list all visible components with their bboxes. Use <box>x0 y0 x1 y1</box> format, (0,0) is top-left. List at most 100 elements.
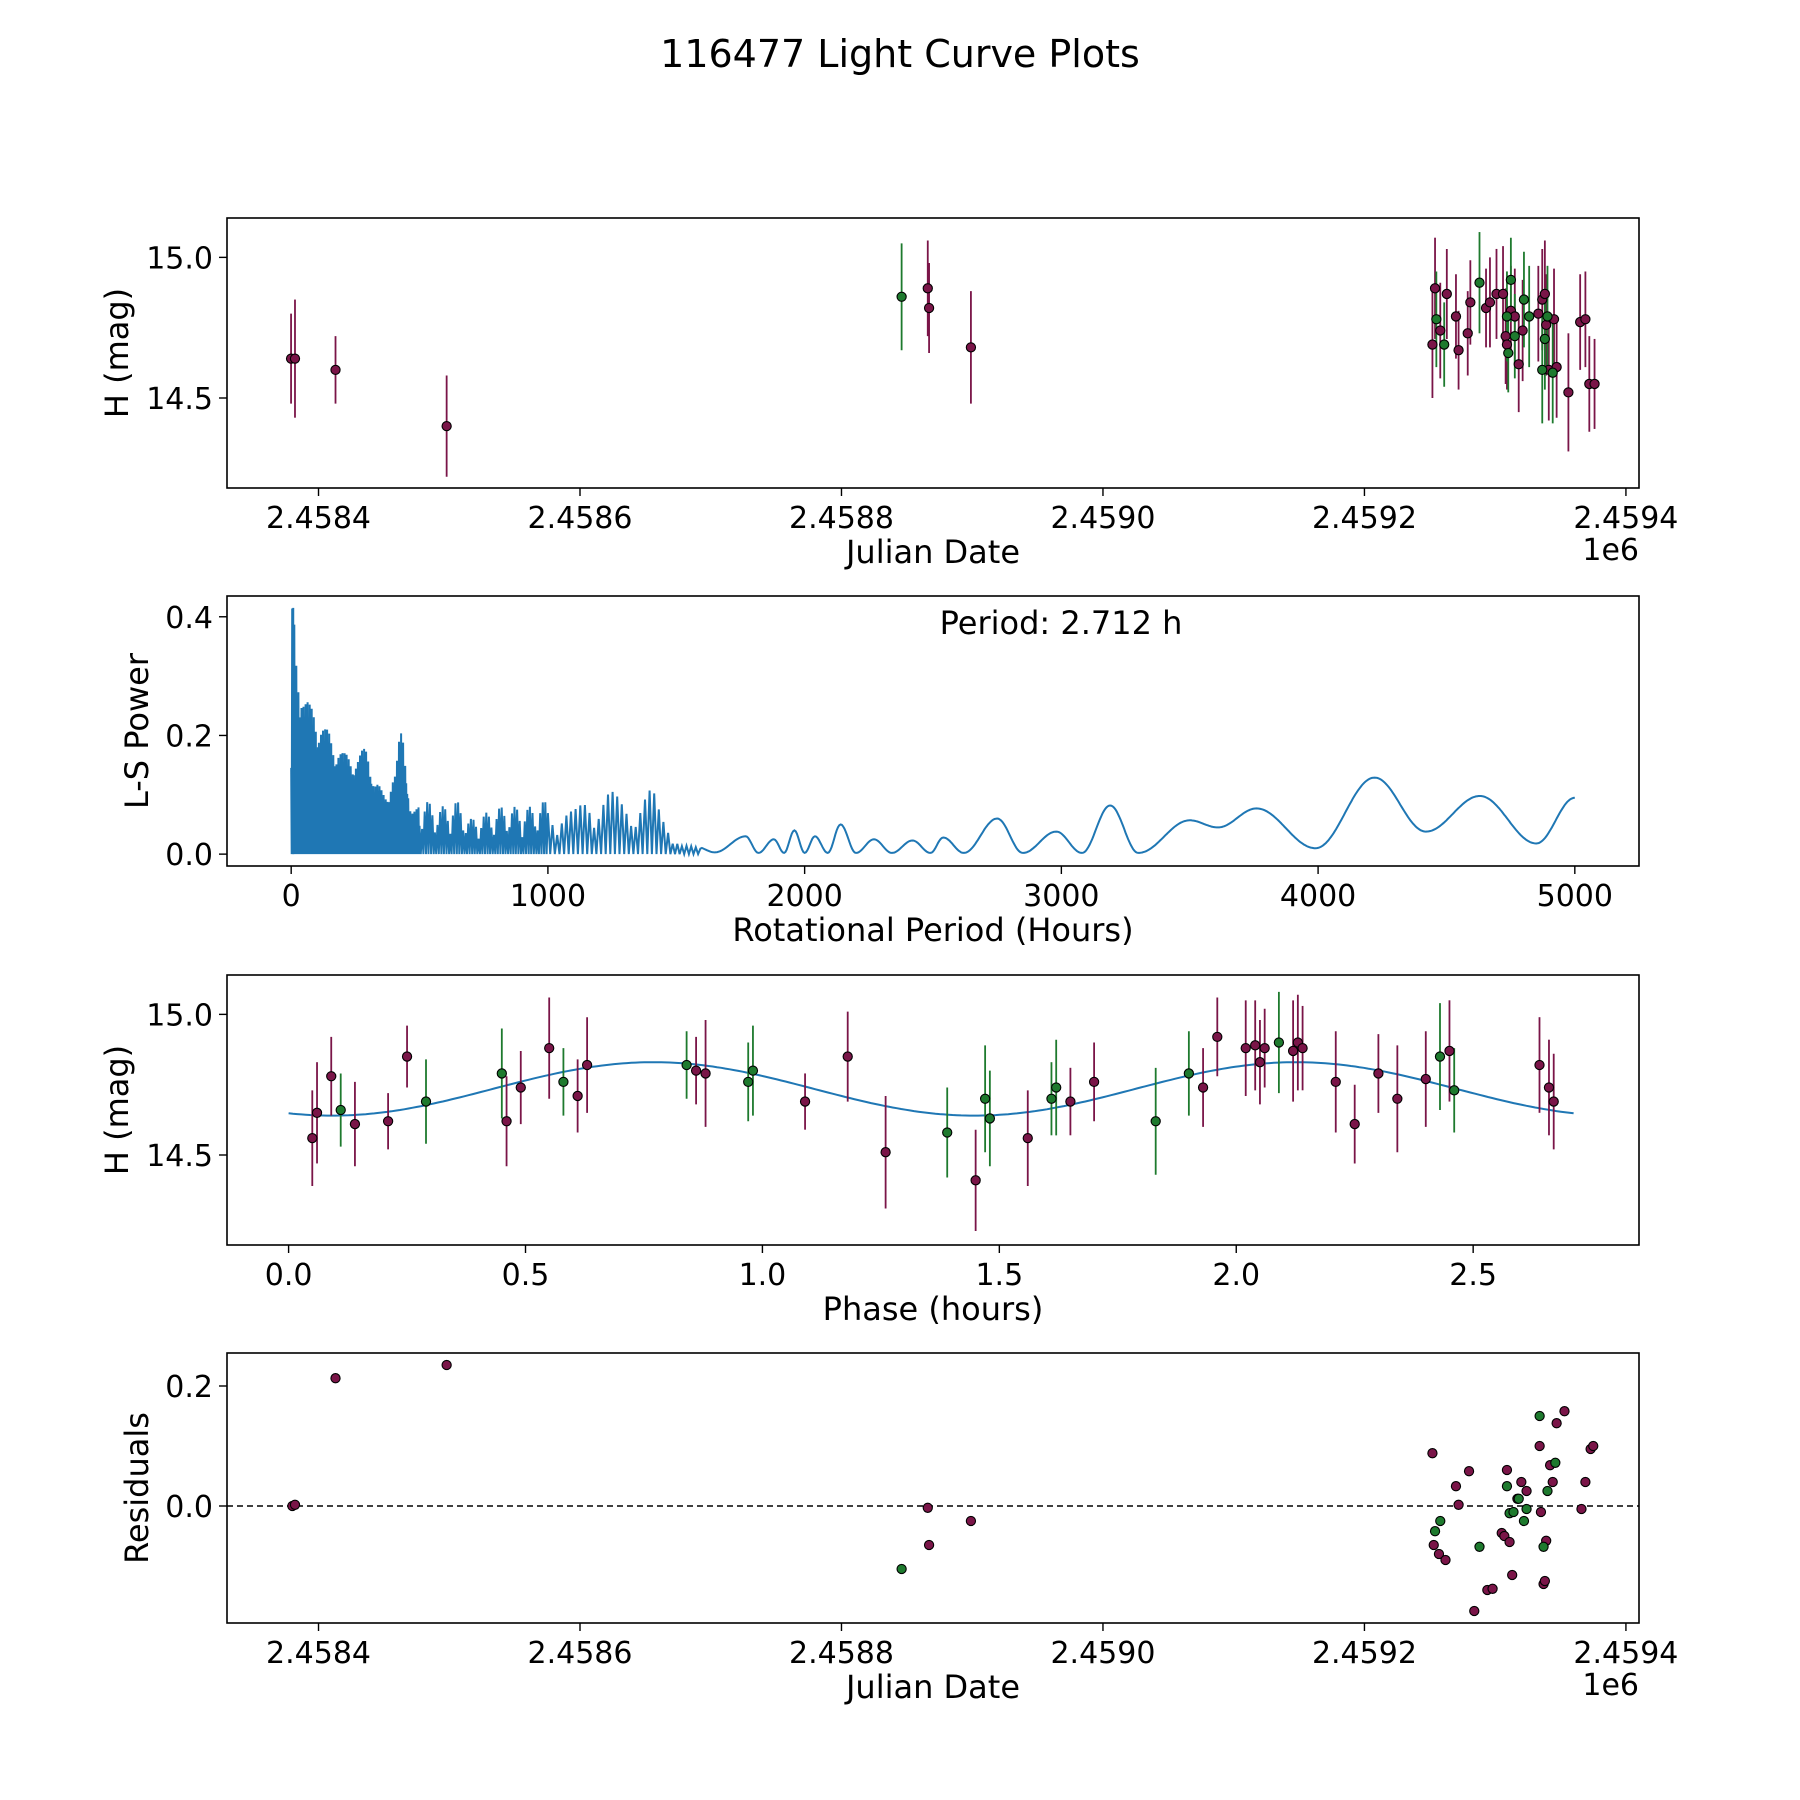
phased-point-green <box>1434 1051 1446 1062</box>
residuals-frame <box>226 1352 1640 1624</box>
residuals-x-offset: 1e6 <box>1582 1668 1639 1703</box>
phased-point-maroon <box>1543 1082 1555 1093</box>
photometry-point-maroon <box>1484 297 1496 308</box>
period-annotation: Period: 2.712 h <box>940 604 1183 642</box>
phased-model-curve <box>288 1061 1574 1117</box>
residuals-xtick-label: 2.4586 <box>528 1636 633 1671</box>
phased-point-maroon <box>1250 1040 1261 1051</box>
phased-frame <box>226 974 1640 1246</box>
photometry-xtick-label: 2.4594 <box>1573 501 1678 536</box>
phased-point-green <box>979 1093 991 1104</box>
photometry-point-green <box>1474 277 1485 288</box>
phased-point-maroon <box>1254 1057 1266 1068</box>
photometry-point-maroon <box>1441 288 1452 300</box>
photometry-point-maroon <box>1497 288 1509 300</box>
phased-ytick-label: 15.0 <box>146 998 213 1033</box>
residuals-point-maroon <box>1547 1476 1558 1488</box>
photometry-point-green <box>1501 311 1513 322</box>
periodogram-marks <box>290 607 1575 858</box>
photometry-point-maroon <box>922 283 933 294</box>
residuals-point-maroon <box>922 1502 933 1513</box>
residuals-ylabel: Residuals <box>118 1412 156 1564</box>
photometry-point-maroon <box>923 302 935 314</box>
phased-point-maroon <box>1022 1132 1033 1144</box>
residuals-ytick-label: 0.2 <box>165 1370 213 1405</box>
residuals-xtick-label: 2.4594 <box>1573 1636 1678 1671</box>
photometry-point-maroon <box>1580 314 1591 325</box>
periodogram-xlabel: Rotational Period (Hours) <box>732 911 1133 949</box>
phased-point-maroon <box>1444 1045 1455 1057</box>
residuals-point-green <box>1534 1410 1545 1422</box>
photometry-ylabel: H (mag) <box>98 288 136 418</box>
phased-point-maroon <box>307 1132 318 1144</box>
photometry-point-maroon <box>1450 311 1462 322</box>
photometry-point-maroon <box>1500 330 1511 342</box>
photometry-point-maroon <box>1501 339 1513 350</box>
photometry-xtick-label: 2.4588 <box>789 501 894 536</box>
photometry-point-maroon <box>1513 359 1524 370</box>
residuals-point-green <box>896 1563 907 1575</box>
phased-point-green <box>1150 1116 1161 1127</box>
photometry-point-maroon <box>1462 328 1473 339</box>
periodogram-xtick-label: 1000 <box>510 879 586 914</box>
residuals-point-maroon <box>1559 1406 1570 1417</box>
phased-point-maroon <box>515 1082 526 1093</box>
photometry-point-green <box>1431 314 1442 325</box>
periodogram-ytick-label: 0.0 <box>165 838 213 873</box>
phased-point-green <box>984 1113 996 1124</box>
photometry-xtick-label: 2.4586 <box>528 501 633 536</box>
phased-point-maroon <box>842 1051 853 1062</box>
phased-point-maroon <box>1240 1042 1251 1054</box>
photometry-point-maroon <box>441 420 452 432</box>
photometry-point-maroon <box>965 342 977 353</box>
phased-point-maroon <box>1088 1076 1100 1088</box>
photometry-point-maroon <box>289 353 301 364</box>
phased-point-maroon <box>1373 1068 1384 1079</box>
photometry-marks <box>285 232 1600 477</box>
photometry-xtick-label: 2.4592 <box>1312 501 1417 536</box>
phased-point-maroon <box>1259 1042 1270 1054</box>
phased-point-maroon <box>572 1090 583 1102</box>
phased-point-green <box>747 1065 759 1076</box>
residuals-point-maroon <box>1428 1539 1439 1551</box>
phased-point-maroon <box>970 1175 981 1186</box>
photometry-point-maroon <box>1427 339 1438 350</box>
phased-point-maroon <box>1065 1096 1076 1107</box>
residuals-point-maroon <box>1551 1418 1562 1429</box>
residuals-point-green <box>1521 1503 1532 1515</box>
photometry-point-maroon <box>1541 319 1552 331</box>
residuals-point-maroon <box>1535 1506 1547 1518</box>
phased-point-maroon <box>382 1116 394 1127</box>
photometry-point-maroon <box>1533 308 1544 319</box>
phased-point-maroon <box>1197 1082 1209 1093</box>
phased-point-green <box>743 1076 754 1088</box>
residuals-point-green <box>1508 1506 1519 1518</box>
phased-xtick-label: 0.5 <box>502 1258 550 1293</box>
residuals-point-maroon <box>1588 1440 1599 1452</box>
residuals-point-maroon <box>1501 1464 1513 1476</box>
residuals-point-maroon <box>1463 1466 1475 1477</box>
residuals-point-green <box>1538 1541 1549 1552</box>
photometry-point-maroon <box>1589 378 1600 390</box>
photometry-point-green <box>1509 330 1520 342</box>
residuals-point-maroon <box>1433 1548 1445 1560</box>
photometry-x-offset: 1e6 <box>1582 533 1639 568</box>
photometry-panel: 2.4584 2.4586 2.4588 2.4590 2.4592 2.4594 14.5… <box>98 217 1678 571</box>
photometry-point-green <box>1439 339 1450 350</box>
residuals-point-maroon <box>1576 1503 1587 1515</box>
photometry-point-green <box>1537 364 1548 376</box>
phased-point-green <box>496 1068 507 1079</box>
photometry-xlabel: Julian Date <box>844 533 1020 571</box>
phased-xtick-label: 1.0 <box>739 1258 787 1293</box>
photometry-point-maroon <box>1435 325 1446 336</box>
phased-panel: 0.0 0.5 1.0 1.5 2.0 2.5 14.5 15.0 Phase (hours)… <box>98 974 1640 1328</box>
periodogram-xtick-label: 4000 <box>1280 879 1356 914</box>
residuals-xlabel: Julian Date <box>844 1668 1020 1706</box>
photometry-point-maroon <box>1563 387 1574 398</box>
periodogram-ticks: 0 1000 2000 3000 4000 5000 0.0 0.2 0.4 <box>165 601 1613 914</box>
residuals-point-maroon <box>1487 1583 1498 1594</box>
periodogram-xtick-label: 5000 <box>1537 879 1613 914</box>
periodogram-line <box>290 608 1575 858</box>
phased-point-maroon <box>1212 1031 1223 1043</box>
